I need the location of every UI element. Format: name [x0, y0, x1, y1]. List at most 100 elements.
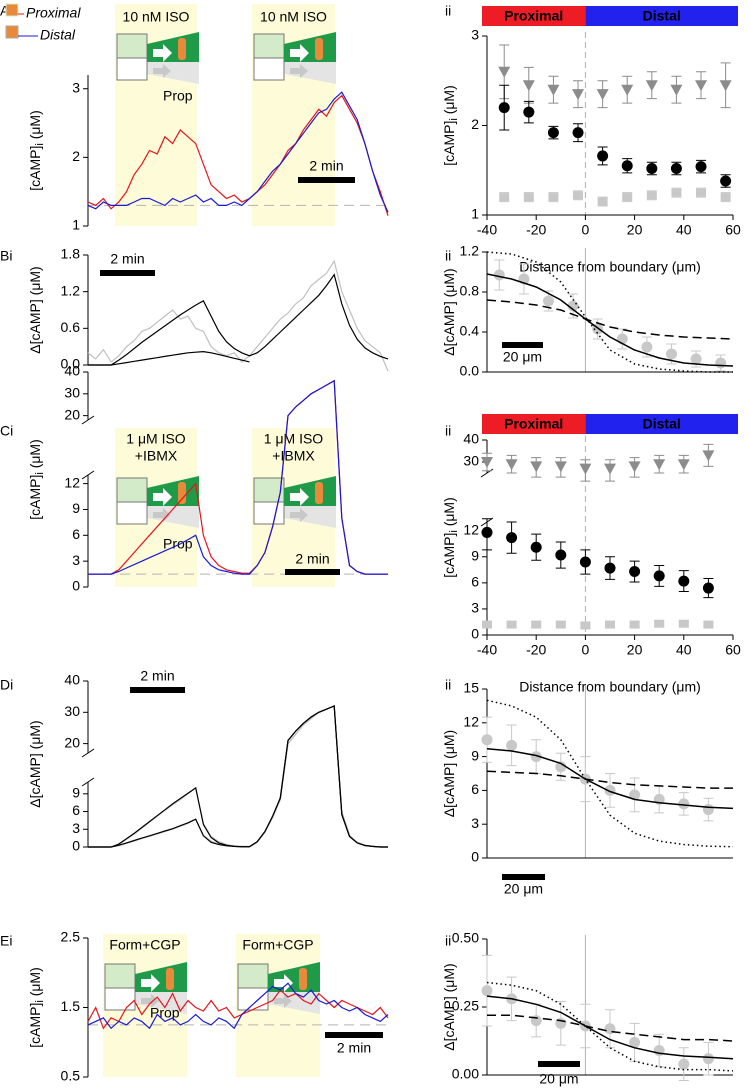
data-point [678, 575, 690, 587]
y-tick-label: 1.5 [61, 998, 81, 1014]
data-point [646, 191, 657, 200]
data-point [629, 1036, 641, 1048]
y-tick-label: 2.5 [61, 929, 81, 945]
data-point [702, 582, 714, 594]
y-tick-label: 9 [471, 547, 479, 563]
data-line [88, 705, 388, 848]
data-point [531, 620, 542, 629]
data-point [506, 739, 518, 751]
data-line [486, 995, 734, 1060]
y-tick-label: 3 [471, 600, 479, 616]
x-tick-label: 0 [582, 222, 590, 238]
data-point [695, 80, 708, 92]
icon-cell [178, 482, 186, 504]
y-tick-label: 30 [64, 385, 80, 401]
data-point [677, 459, 690, 471]
data-point [720, 193, 731, 202]
icon-arrow-gray [290, 64, 308, 78]
y-axis-label-part: [cAMP] [27, 475, 43, 520]
data-line [88, 379, 388, 575]
blocker-label: Prop [150, 1005, 180, 1021]
y-axis-label: [cAMP]i (μM) [27, 110, 46, 191]
panel-label: ii [445, 933, 451, 949]
y-tick-label: 3 [72, 79, 80, 95]
panel-label: Ei [0, 933, 12, 949]
legend-icon [5, 3, 19, 17]
data-line [486, 747, 734, 810]
x-tick-label: 20 [627, 222, 643, 238]
y-axis-label-part: [cAMP] [441, 533, 457, 578]
data-line [87, 94, 389, 216]
icon-cell [178, 38, 186, 60]
y-tick-label: 6 [471, 781, 479, 797]
data-point [547, 84, 560, 96]
x-tick-label: 60 [725, 222, 741, 238]
x-tick-label: -20 [526, 222, 546, 238]
y-axis-label-part: i [34, 1000, 46, 1002]
x-axis-label: Distance from boundary (μm) [519, 679, 701, 695]
icon-box-bottom [237, 987, 269, 1011]
stimulus-icon [237, 962, 320, 1014]
y-tick-label: 1.8 [61, 246, 81, 262]
y-axis-label: [cAMP]i (μM) [441, 497, 460, 578]
data-point [678, 798, 690, 810]
data-point [695, 161, 707, 173]
data-point [645, 80, 658, 92]
stimulus-icon [253, 32, 336, 84]
data-point [579, 463, 592, 475]
icon-wedge-shadow [147, 506, 199, 528]
x-tick-label: -40 [477, 222, 497, 238]
y-tick-label: 15 [463, 680, 479, 696]
stimulus-label: Form+CGP [109, 937, 180, 953]
scale-bar-label: 20 μm [503, 349, 542, 365]
data-point [653, 570, 665, 582]
data-point [720, 175, 732, 187]
x-tick-label: 20 [627, 642, 643, 658]
icon-cell [299, 968, 307, 990]
data-point [629, 566, 641, 578]
y-axis-label-part: i [448, 530, 460, 532]
stimulus-label: 10 nM ISO [123, 9, 190, 25]
data-line [87, 982, 389, 1030]
y-tick-label: 6 [72, 802, 80, 818]
stimulus-label: 10 nM ISO [260, 9, 327, 25]
y-axis-label-part: (μM) [27, 439, 43, 472]
data-point [572, 89, 585, 101]
icon-cell [166, 968, 174, 990]
data-point [505, 459, 518, 471]
x-tick-label: 40 [676, 642, 692, 658]
y-tick-label: 0 [72, 578, 80, 594]
data-point [522, 80, 535, 92]
data-point [629, 620, 640, 629]
y-tick-label: 1.2 [460, 243, 480, 259]
stimulus-label: +IBMX [135, 448, 178, 464]
y-tick-label: 0.0 [460, 363, 480, 379]
icon-box-top [237, 963, 269, 989]
axis-break [81, 415, 95, 425]
scale-bar-label: 2 min [337, 1040, 371, 1056]
icon-arrow-gray [153, 64, 171, 78]
region-label: Proximal [504, 8, 563, 24]
data-point [579, 556, 591, 568]
y-axis-label: Δ[cAMP] (μM) [441, 268, 457, 355]
region-bar [585, 414, 738, 434]
y-tick-label: 3 [471, 815, 479, 831]
data-point [621, 160, 633, 172]
data-point [555, 549, 567, 561]
scale-bar [298, 177, 355, 183]
data-line [486, 273, 734, 367]
legend-label: Distal [40, 27, 76, 43]
icon-arrow [290, 44, 309, 62]
data-point [678, 1058, 690, 1070]
icon-box-bottom [104, 987, 136, 1011]
y-tick-label: 40 [64, 363, 80, 379]
scale-bar-label: 20 μm [539, 1071, 578, 1087]
region-bar [482, 6, 586, 26]
data-point [715, 357, 727, 369]
x-tick-label: -40 [477, 642, 497, 658]
legend-label: Proximal [26, 5, 81, 21]
data-point [671, 188, 682, 197]
region-bar [585, 6, 738, 26]
data-point [597, 150, 609, 162]
icon-box-bottom [253, 501, 285, 525]
